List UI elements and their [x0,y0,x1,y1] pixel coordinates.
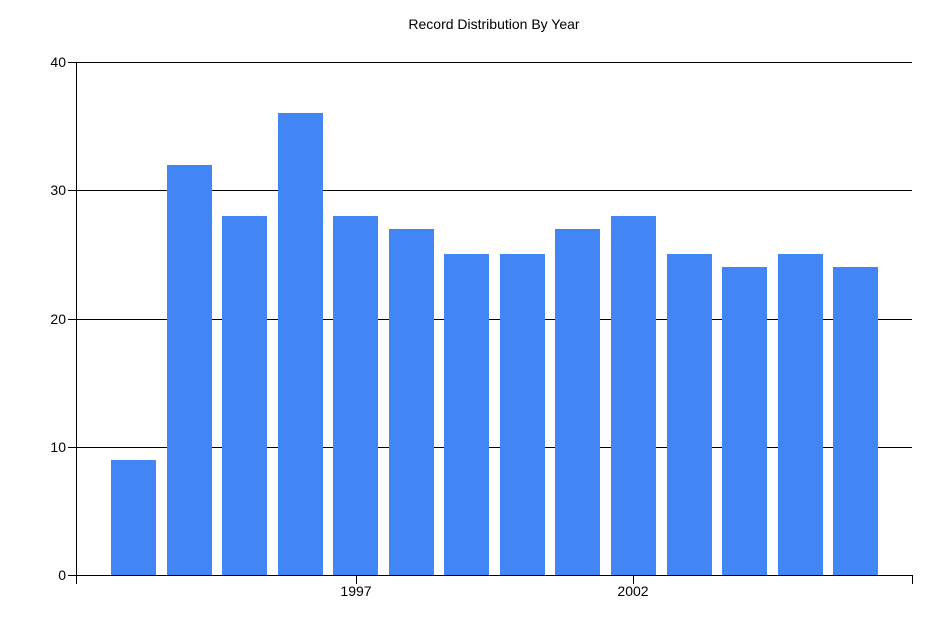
bar-2000 [500,254,545,575]
gridline-40 [76,62,912,63]
x-axis-line [76,575,913,576]
y-tick-label-30: 30 [50,182,66,199]
bar-1997 [333,216,378,575]
gridline-10 [76,446,912,448]
y-tick-label-20: 20 [50,310,66,327]
bar-1995 [222,216,267,575]
x-tick-label-1997: 1997 [340,583,372,599]
x-tick-label-2002: 2002 [617,583,649,599]
y-tick-30 [68,190,77,192]
x-tick-1997 [356,575,357,584]
bar-1996 [278,113,323,575]
bar-2003 [667,254,712,575]
bar-1999 [444,254,489,575]
bar-1998 [389,229,434,575]
x-tick-2002 [633,575,634,584]
bar-1994 [167,165,212,575]
bar-2006 [833,267,878,575]
y-tick-10 [68,446,77,448]
y-tick-label-40: 40 [50,54,66,70]
bar-2005 [778,254,823,575]
bar-1993 [111,460,156,575]
x-axis-end-tick [912,575,913,584]
y-tick-0 [68,575,77,576]
y-tick-label-10: 10 [50,438,66,455]
chart-title: Record Distribution By Year [408,16,580,32]
gridline-20 [76,318,912,320]
y-axis-line [76,62,77,584]
gridline-30 [76,190,912,192]
bar-2004 [722,267,767,575]
bar-2002 [611,216,656,575]
bar-2001 [555,229,600,575]
y-tick-label-0: 0 [58,567,66,583]
y-tick-40 [68,62,77,63]
y-tick-20 [68,318,77,320]
